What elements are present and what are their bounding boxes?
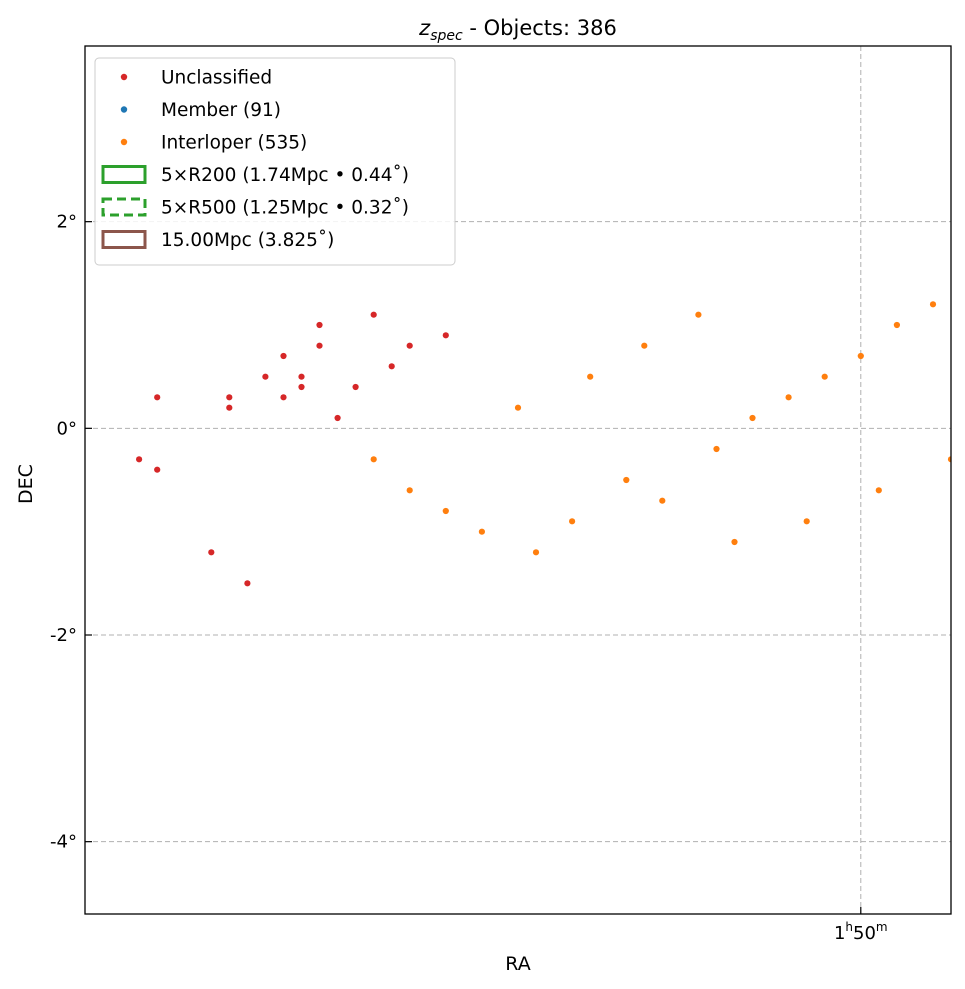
- data-point: [406, 342, 413, 349]
- data-point: [298, 373, 305, 380]
- data-point: [136, 456, 143, 463]
- data-point: [442, 507, 449, 515]
- data-point: [875, 487, 882, 494]
- data-point: [893, 321, 901, 329]
- data-point: [587, 373, 594, 380]
- r500-legend-label: 5×R500 (1.25Mpc • 0.32˚): [161, 198, 409, 219]
- data-point: [785, 394, 792, 401]
- data-point: [857, 352, 864, 360]
- r200-legend-label: 5×R200 (1.74Mpc • 0.44˚): [161, 165, 409, 186]
- r200-legend-marker: [101, 165, 147, 184]
- plot-frame: [84, 45, 952, 915]
- data-point: [659, 497, 666, 504]
- data-point: [442, 332, 449, 339]
- data-point: [641, 342, 648, 349]
- data-point: [334, 414, 341, 422]
- data-point: [749, 414, 756, 422]
- y-tick-label: 2°: [57, 212, 77, 233]
- chart-title: zspec - Objects: 386: [418, 16, 617, 44]
- data-point: [947, 456, 951, 463]
- x-tick-label: 1h50m: [834, 920, 888, 944]
- data-point: [280, 394, 287, 401]
- y-axis-label: DEC: [15, 464, 37, 504]
- series-group: [370, 301, 951, 556]
- data-point: [280, 352, 287, 360]
- data-point: [695, 311, 702, 318]
- data-point: [316, 321, 323, 329]
- data-point: [316, 342, 323, 349]
- data-point: [731, 538, 738, 546]
- unclassified-legend-marker: [120, 73, 128, 81]
- data-point: [388, 363, 395, 370]
- data-point: [532, 549, 540, 556]
- data-point: [713, 445, 720, 453]
- data-point: [208, 549, 215, 556]
- data-point: [406, 487, 413, 494]
- data-point: [569, 518, 576, 525]
- legend-box: [94, 57, 456, 266]
- data-point: [298, 383, 305, 391]
- interloper-legend-label: Interloper (535): [161, 133, 307, 154]
- data-point: [154, 466, 161, 473]
- series-group: [136, 311, 449, 587]
- data-point: [623, 476, 630, 484]
- data-point: [514, 404, 522, 411]
- data-point: [226, 394, 233, 401]
- big-legend-label: 15.00Mpc (3.825˚): [161, 230, 334, 251]
- data-point: [803, 518, 810, 525]
- r500-legend-marker: [101, 197, 147, 217]
- data-point: [929, 301, 937, 308]
- data-point: [370, 311, 377, 318]
- y-tick-label: 0°: [57, 418, 77, 439]
- big-legend-marker: [101, 230, 147, 249]
- member-legend-marker: [120, 106, 128, 113]
- unclassified-legend-label: Unclassified: [161, 68, 272, 89]
- data-point: [262, 373, 269, 380]
- data-point: [226, 404, 233, 411]
- scatter-points: [136, 301, 951, 587]
- data-point: [821, 373, 828, 380]
- member-legend-label: Member (91): [161, 100, 281, 121]
- axis-ticks: 1h50m40m30m2°0°-2°-4°: [50, 212, 888, 944]
- y-tick-label: -4°: [50, 832, 77, 853]
- y-tick-label: -2°: [50, 625, 77, 646]
- interloper-legend-marker: [120, 138, 128, 146]
- x-axis-label: RA: [505, 953, 530, 975]
- data-point: [370, 456, 377, 463]
- data-point: [352, 383, 359, 391]
- data-point: [244, 580, 251, 587]
- data-point: [478, 528, 485, 535]
- data-point: [154, 394, 161, 401]
- legend: Unclassified Member (91) Interloper (535) 5…: [94, 57, 456, 266]
